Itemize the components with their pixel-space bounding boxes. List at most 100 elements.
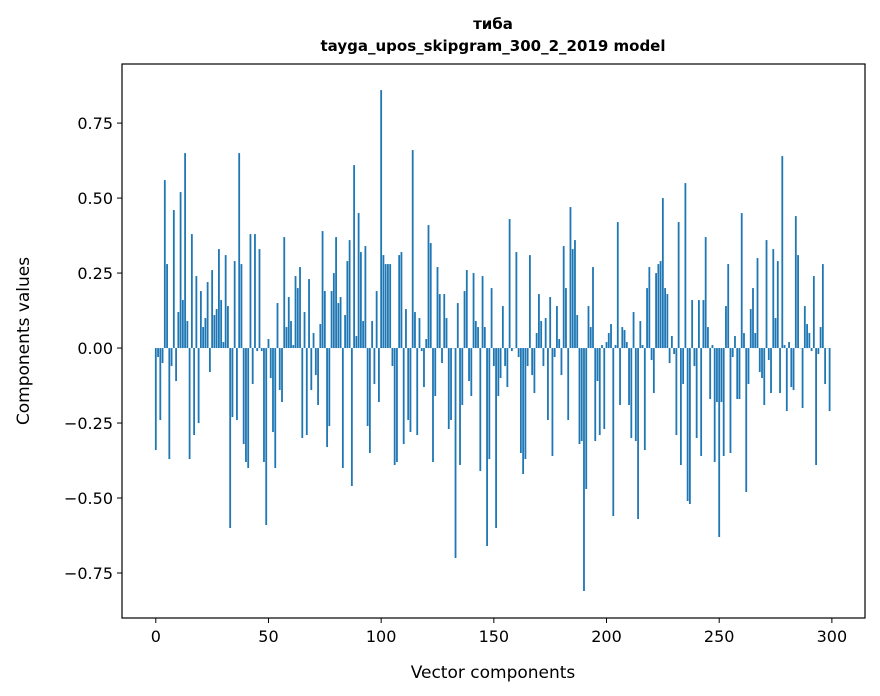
- bar: [337, 303, 340, 349]
- bar: [208, 348, 211, 373]
- bar: [758, 348, 761, 373]
- bar: [808, 333, 811, 349]
- bar: [317, 348, 319, 406]
- bar: [405, 309, 407, 349]
- bar: [729, 348, 732, 454]
- bar: [812, 276, 815, 349]
- bar: [483, 327, 486, 349]
- bar: [675, 348, 678, 436]
- bar: [382, 255, 385, 349]
- bar: [323, 291, 326, 349]
- bar: [542, 348, 545, 367]
- bar: [459, 348, 461, 466]
- bar: [445, 318, 448, 349]
- bar: [535, 333, 538, 349]
- bar: [495, 348, 497, 529]
- bar: [695, 348, 698, 439]
- bar: [828, 348, 831, 412]
- bar: [734, 336, 736, 349]
- bar: [785, 348, 788, 412]
- bar: [362, 321, 365, 349]
- bar: [285, 327, 288, 349]
- bar: [434, 348, 437, 397]
- bar: [321, 231, 324, 349]
- bar: [303, 312, 306, 349]
- bar: [260, 348, 263, 352]
- bar: [157, 348, 159, 358]
- bar: [436, 267, 439, 349]
- bar: [501, 306, 504, 349]
- bar: [474, 321, 477, 349]
- bar: [725, 306, 727, 349]
- bar: [479, 348, 482, 472]
- bar: [179, 192, 182, 349]
- bar: [718, 348, 721, 538]
- bar: [411, 150, 414, 349]
- bar: [779, 348, 781, 394]
- bar: [481, 276, 484, 349]
- bar: [247, 348, 250, 469]
- bar: [267, 339, 270, 349]
- bar: [592, 267, 594, 349]
- bar: [254, 234, 256, 349]
- bar: [625, 342, 628, 349]
- bar: [765, 240, 768, 349]
- bar: [664, 288, 667, 349]
- x-tick-label: 50: [258, 627, 278, 646]
- bar: [668, 348, 671, 364]
- bar: [319, 324, 322, 349]
- bar: [736, 348, 739, 400]
- bar: [587, 306, 590, 349]
- bar: [670, 336, 673, 349]
- bar: [565, 288, 567, 349]
- bar: [425, 339, 428, 349]
- bar: [790, 348, 793, 388]
- bar: [276, 303, 279, 349]
- bar: [639, 321, 642, 349]
- bar: [353, 165, 356, 349]
- bar: [238, 153, 241, 349]
- bar: [747, 348, 750, 385]
- bar: [497, 348, 500, 397]
- bar: [454, 348, 457, 559]
- bar: [776, 261, 779, 349]
- bar: [767, 348, 770, 361]
- bar: [650, 348, 653, 361]
- bar: [585, 348, 588, 490]
- bar: [707, 327, 709, 349]
- bar: [641, 345, 644, 349]
- bar: [427, 225, 430, 349]
- bar: [677, 222, 680, 349]
- bar: [688, 348, 691, 505]
- x-tick-label: 300: [817, 627, 848, 646]
- bar: [560, 348, 563, 376]
- bar: [781, 156, 784, 349]
- bar: [578, 348, 581, 445]
- bar: [312, 333, 315, 349]
- bar: [684, 183, 687, 349]
- bar: [272, 348, 274, 433]
- bar: [540, 321, 543, 349]
- bar: [601, 345, 603, 349]
- bar: [522, 348, 525, 475]
- bar: [490, 288, 493, 349]
- bar: [623, 330, 626, 349]
- bar: [468, 348, 470, 382]
- bar: [233, 261, 236, 349]
- bar: [305, 348, 308, 436]
- bar: [416, 348, 419, 436]
- bar: [294, 276, 297, 349]
- bar: [499, 348, 502, 379]
- bar: [603, 348, 606, 430]
- bar: [341, 348, 344, 469]
- bar: [574, 240, 576, 349]
- bar: [806, 324, 808, 349]
- bar: [709, 348, 712, 400]
- bar: [803, 306, 806, 349]
- bar: [821, 264, 824, 349]
- bar: [387, 264, 389, 349]
- bar: [373, 348, 376, 385]
- bar: [646, 288, 648, 349]
- bar: [657, 264, 660, 349]
- bar: [594, 348, 597, 442]
